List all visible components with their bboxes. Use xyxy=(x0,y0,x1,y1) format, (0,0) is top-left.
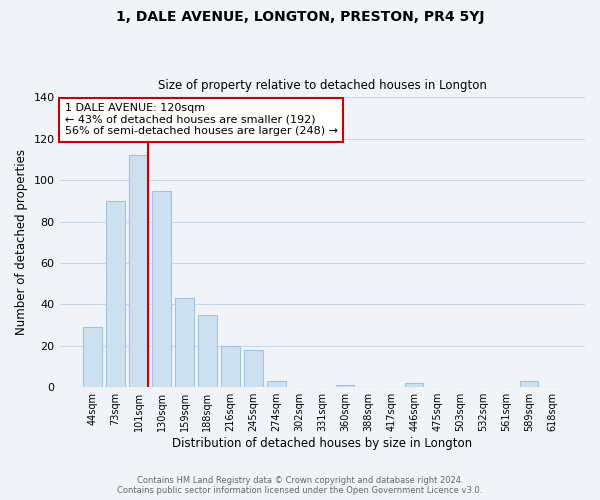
Bar xyxy=(221,346,239,387)
Bar xyxy=(336,385,355,387)
Bar xyxy=(520,381,538,387)
Bar xyxy=(152,190,170,387)
Text: 1, DALE AVENUE, LONGTON, PRESTON, PR4 5YJ: 1, DALE AVENUE, LONGTON, PRESTON, PR4 5Y… xyxy=(116,10,484,24)
Bar xyxy=(244,350,263,387)
Bar xyxy=(267,381,286,387)
Bar xyxy=(106,201,125,387)
Text: Contains HM Land Registry data © Crown copyright and database right 2024.
Contai: Contains HM Land Registry data © Crown c… xyxy=(118,476,482,495)
Bar xyxy=(198,314,217,387)
Bar xyxy=(405,383,424,387)
Y-axis label: Number of detached properties: Number of detached properties xyxy=(15,150,28,336)
Bar xyxy=(130,156,148,387)
Bar xyxy=(83,327,102,387)
X-axis label: Distribution of detached houses by size in Longton: Distribution of detached houses by size … xyxy=(172,437,472,450)
Title: Size of property relative to detached houses in Longton: Size of property relative to detached ho… xyxy=(158,79,487,92)
Text: 1 DALE AVENUE: 120sqm
← 43% of detached houses are smaller (192)
56% of semi-det: 1 DALE AVENUE: 120sqm ← 43% of detached … xyxy=(65,103,338,136)
Bar xyxy=(175,298,194,387)
